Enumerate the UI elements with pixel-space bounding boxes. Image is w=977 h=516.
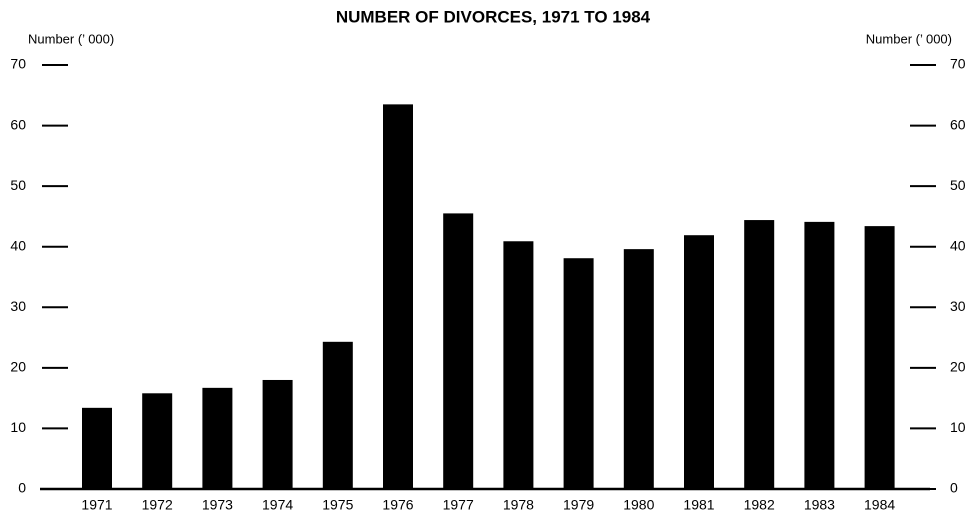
- bar: [443, 213, 474, 489]
- x-tick-label: 1984: [864, 497, 895, 513]
- y2-axis-label: Number (’ 000): [866, 31, 952, 46]
- x-tick-label: 1982: [744, 497, 775, 513]
- y2-tick-label: 40: [950, 237, 966, 253]
- y-tick-label: 10: [10, 419, 26, 435]
- x-tick-label: 1977: [443, 497, 474, 513]
- bar: [864, 226, 895, 489]
- y2-tick-label: 50: [950, 177, 966, 193]
- bar: [142, 393, 173, 489]
- bar: [623, 249, 654, 489]
- bar: [563, 258, 594, 489]
- y2-tick-label: 10: [950, 419, 966, 435]
- bar: [383, 104, 413, 489]
- bar: [804, 221, 835, 489]
- y2-tick-label: 20: [950, 359, 966, 375]
- y2-tick-label: 60: [950, 116, 966, 132]
- y-tick-label: 30: [10, 298, 26, 314]
- y-axis-label: Number (’ 000): [28, 31, 114, 46]
- chart-title: NUMBER OF DIVORCES, 1971 TO 1984: [336, 7, 651, 26]
- y-tick-label: 70: [10, 56, 26, 72]
- x-tick-label: 1980: [623, 497, 654, 513]
- y2-tick-label: 0: [950, 480, 958, 496]
- x-tick-label: 1979: [563, 497, 594, 513]
- y-tick-label: 40: [10, 237, 26, 253]
- x-tick-label: 1971: [81, 497, 112, 513]
- x-tick-label: 1978: [503, 497, 534, 513]
- x-tick-label: 1981: [683, 497, 714, 513]
- bar: [82, 407, 112, 489]
- bar: [322, 341, 353, 489]
- x-tick-label: 1983: [804, 497, 835, 513]
- y2-tick-label: 70: [950, 56, 966, 72]
- y2-tick-label: 30: [950, 298, 966, 314]
- y-tick-label: 20: [10, 359, 26, 375]
- bar: [202, 387, 233, 489]
- y-tick-label: 60: [10, 116, 26, 132]
- x-tick-label: 1972: [142, 497, 173, 513]
- bar: [684, 235, 714, 489]
- bar: [503, 241, 534, 489]
- bar: [262, 379, 293, 489]
- y-tick-label: 0: [18, 480, 26, 496]
- y-tick-label: 50: [10, 177, 26, 193]
- bar: [744, 220, 775, 489]
- x-tick-label: 1974: [262, 497, 293, 513]
- x-tick-label: 1973: [202, 497, 233, 513]
- x-tick-label: 1975: [322, 497, 353, 513]
- x-tick-label: 1976: [382, 497, 413, 513]
